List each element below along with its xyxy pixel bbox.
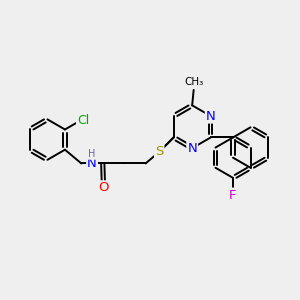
Text: Cl: Cl <box>77 114 89 127</box>
Text: F: F <box>229 189 237 202</box>
Text: CH₃: CH₃ <box>184 77 203 88</box>
Text: O: O <box>98 181 109 194</box>
Text: S: S <box>155 146 164 158</box>
Text: N: N <box>87 157 97 170</box>
Text: N: N <box>187 142 197 155</box>
Text: H: H <box>88 149 96 159</box>
Text: N: N <box>206 110 216 123</box>
